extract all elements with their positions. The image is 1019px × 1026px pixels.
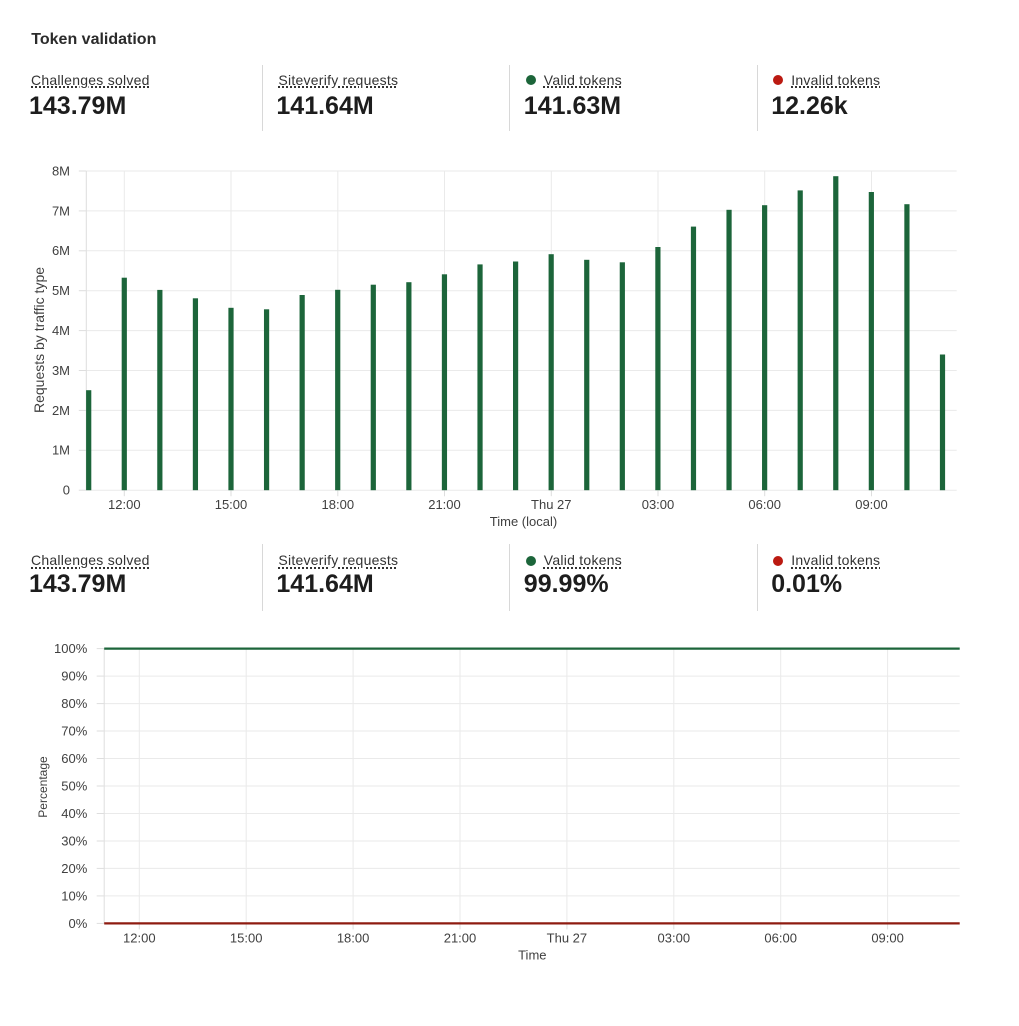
svg-text:0%: 0% — [69, 916, 88, 931]
svg-text:30%: 30% — [61, 833, 87, 848]
svg-text:Percentage: Percentage — [36, 756, 50, 818]
svg-text:Time (local): Time (local) — [490, 514, 557, 529]
svg-text:70%: 70% — [61, 723, 87, 738]
svg-text:12:00: 12:00 — [108, 497, 141, 512]
svg-text:18:00: 18:00 — [322, 497, 355, 512]
svg-text:09:00: 09:00 — [871, 931, 904, 946]
svg-text:15:00: 15:00 — [215, 497, 248, 512]
svg-text:0: 0 — [63, 483, 70, 498]
svg-text:10%: 10% — [61, 888, 87, 903]
svg-text:03:00: 03:00 — [642, 497, 675, 512]
svg-text:80%: 80% — [61, 696, 87, 711]
svg-text:Time: Time — [518, 948, 546, 963]
svg-text:06:00: 06:00 — [764, 931, 797, 946]
svg-text:20%: 20% — [61, 861, 87, 876]
svg-text:21:00: 21:00 — [428, 497, 461, 512]
svg-text:Thu 27: Thu 27 — [547, 931, 587, 946]
svg-text:21:00: 21:00 — [444, 931, 477, 946]
svg-text:1M: 1M — [52, 443, 70, 458]
svg-text:18:00: 18:00 — [337, 931, 370, 946]
svg-text:15:00: 15:00 — [230, 931, 263, 946]
svg-text:09:00: 09:00 — [855, 497, 888, 512]
svg-text:100%: 100% — [54, 641, 88, 656]
svg-text:03:00: 03:00 — [658, 931, 691, 946]
svg-text:2M: 2M — [52, 403, 70, 418]
svg-text:5M: 5M — [52, 283, 70, 298]
svg-text:8M: 8M — [52, 163, 70, 178]
svg-text:50%: 50% — [61, 778, 87, 793]
svg-text:60%: 60% — [61, 751, 87, 766]
svg-text:06:00: 06:00 — [748, 497, 781, 512]
svg-text:4M: 4M — [52, 323, 70, 338]
svg-text:12:00: 12:00 — [123, 931, 156, 946]
svg-text:6M: 6M — [52, 243, 70, 258]
svg-text:3M: 3M — [52, 363, 70, 378]
svg-text:40%: 40% — [61, 806, 87, 821]
svg-text:7M: 7M — [52, 203, 70, 218]
svg-text:Thu 27: Thu 27 — [531, 497, 571, 512]
svg-text:90%: 90% — [61, 669, 87, 684]
svg-text:Requests by traffic type: Requests by traffic type — [31, 267, 47, 413]
